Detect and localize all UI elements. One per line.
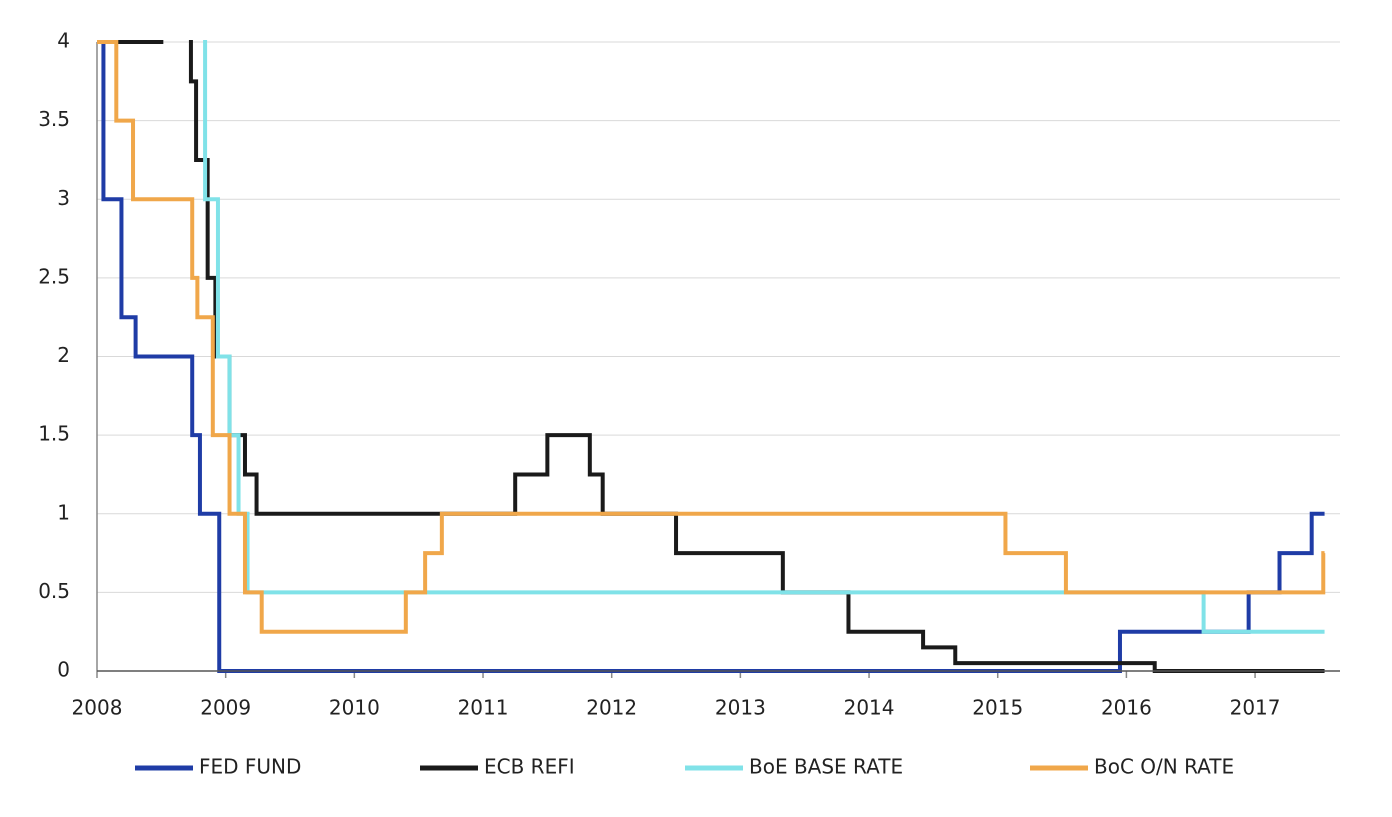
x-tick-label: 2016 bbox=[1101, 696, 1152, 720]
x-tick-label: 2011 bbox=[458, 696, 509, 720]
legend-label: ECB REFI bbox=[484, 755, 575, 779]
y-tick-label: 2.5 bbox=[38, 264, 70, 288]
y-tick-label: 0.5 bbox=[38, 579, 70, 603]
series-line bbox=[203, 40, 1325, 634]
series-line bbox=[97, 40, 1326, 634]
x-tick-label: 2009 bbox=[200, 696, 251, 720]
x-tick-label: 2008 bbox=[72, 696, 123, 720]
x-tick-label: 2014 bbox=[844, 696, 895, 720]
y-tick-label: 1.5 bbox=[38, 422, 70, 446]
legend-label: BoC O/N RATE bbox=[1094, 755, 1234, 779]
series-line bbox=[97, 40, 1325, 673]
y-tick-label: 1 bbox=[57, 500, 70, 524]
plot-area bbox=[97, 40, 1326, 673]
x-tick-label: 2013 bbox=[715, 696, 766, 720]
y-tick-label: 4 bbox=[57, 29, 70, 53]
legend-label: BoE BASE RATE bbox=[749, 755, 903, 779]
x-tick-label: 2012 bbox=[586, 696, 637, 720]
series-line bbox=[97, 40, 1325, 673]
x-tick-label: 2017 bbox=[1230, 696, 1281, 720]
y-tick-label: 3.5 bbox=[38, 107, 70, 131]
y-tick-label: 0 bbox=[57, 658, 70, 682]
legend-label: FED FUND bbox=[199, 755, 301, 779]
x-tick-label: 2015 bbox=[972, 696, 1023, 720]
x-tick-label: 2010 bbox=[329, 696, 380, 720]
y-tick-label: 2 bbox=[57, 343, 70, 367]
y-tick-label: 3 bbox=[57, 186, 70, 210]
